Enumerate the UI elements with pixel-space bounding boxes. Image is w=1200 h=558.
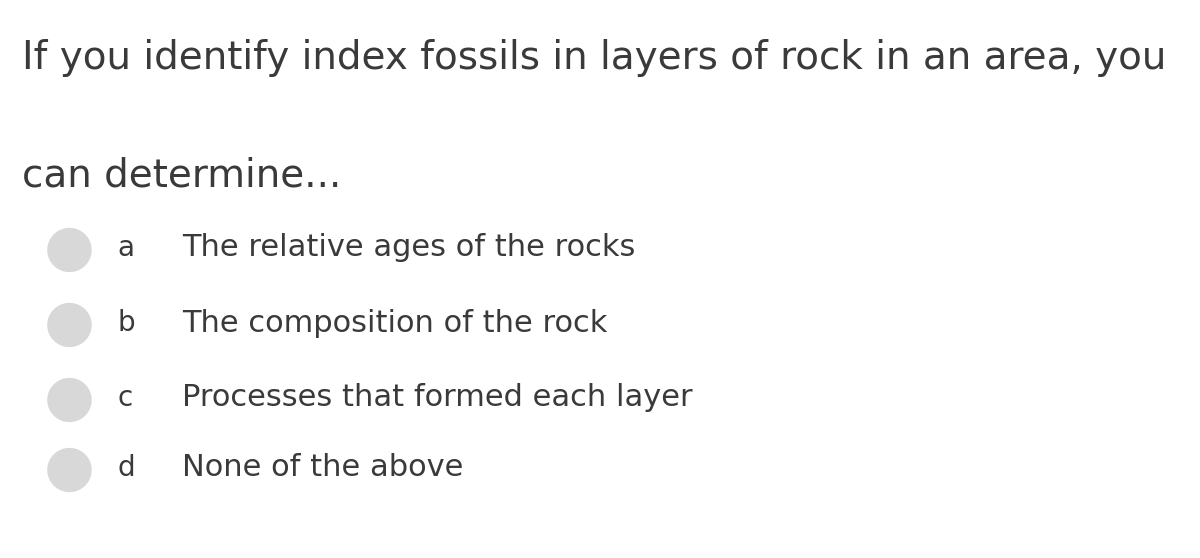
Text: The composition of the rock: The composition of the rock [182, 309, 607, 338]
Text: c: c [118, 384, 133, 412]
Text: None of the above: None of the above [182, 454, 463, 483]
Text: b: b [118, 309, 136, 337]
Text: ●: ● [44, 219, 95, 277]
Text: The relative ages of the rocks: The relative ages of the rocks [182, 233, 636, 262]
Text: ●: ● [44, 295, 95, 352]
Text: Processes that formed each layer: Processes that formed each layer [182, 383, 694, 412]
Text: can determine...: can determine... [22, 156, 341, 194]
Text: If you identify index fossils in layers of rock in an area, you: If you identify index fossils in layers … [22, 39, 1166, 77]
Text: ●: ● [44, 440, 95, 497]
Text: d: d [118, 454, 136, 482]
Text: ●: ● [44, 369, 95, 426]
Text: a: a [118, 234, 134, 262]
